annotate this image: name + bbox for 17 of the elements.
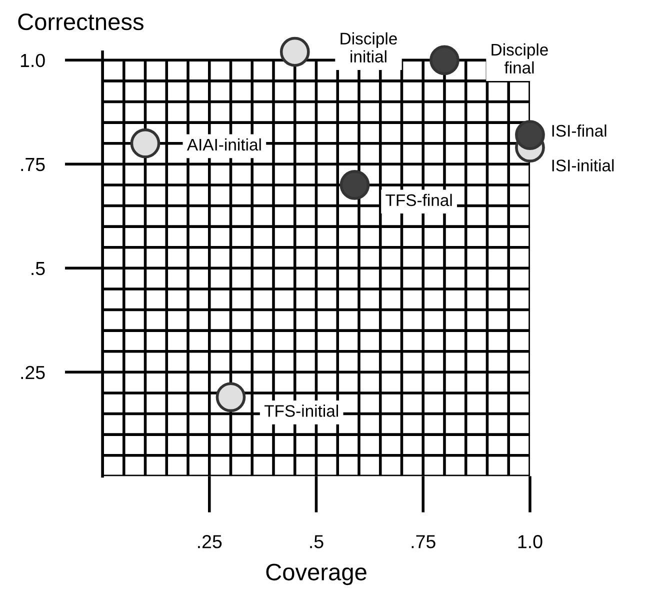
x-tick-label: 1.0 xyxy=(518,535,542,548)
annotation: Disciple final xyxy=(492,43,548,74)
annotation: TFS-final xyxy=(386,194,452,206)
annotation: AIAI-initial xyxy=(186,138,261,151)
annotation: ISI-initial xyxy=(552,159,614,172)
annotation: TFS-initial xyxy=(264,404,338,417)
y-tick-label: .75 xyxy=(21,158,45,172)
annotation: Disciple initial xyxy=(340,32,397,62)
x-tick-label: .5 xyxy=(310,535,324,548)
x-tick-label: .25 xyxy=(198,535,222,548)
y-tick-label: .25 xyxy=(21,366,45,380)
y-tick-label: .5 xyxy=(32,262,45,276)
y-tick-label: 1.0 xyxy=(20,54,45,68)
annotation: ISI-final xyxy=(552,124,606,137)
y-axis-title: Correctness xyxy=(18,13,144,30)
x-tick-label: .75 xyxy=(412,535,436,548)
x-axis-title: Coverage xyxy=(266,564,366,586)
